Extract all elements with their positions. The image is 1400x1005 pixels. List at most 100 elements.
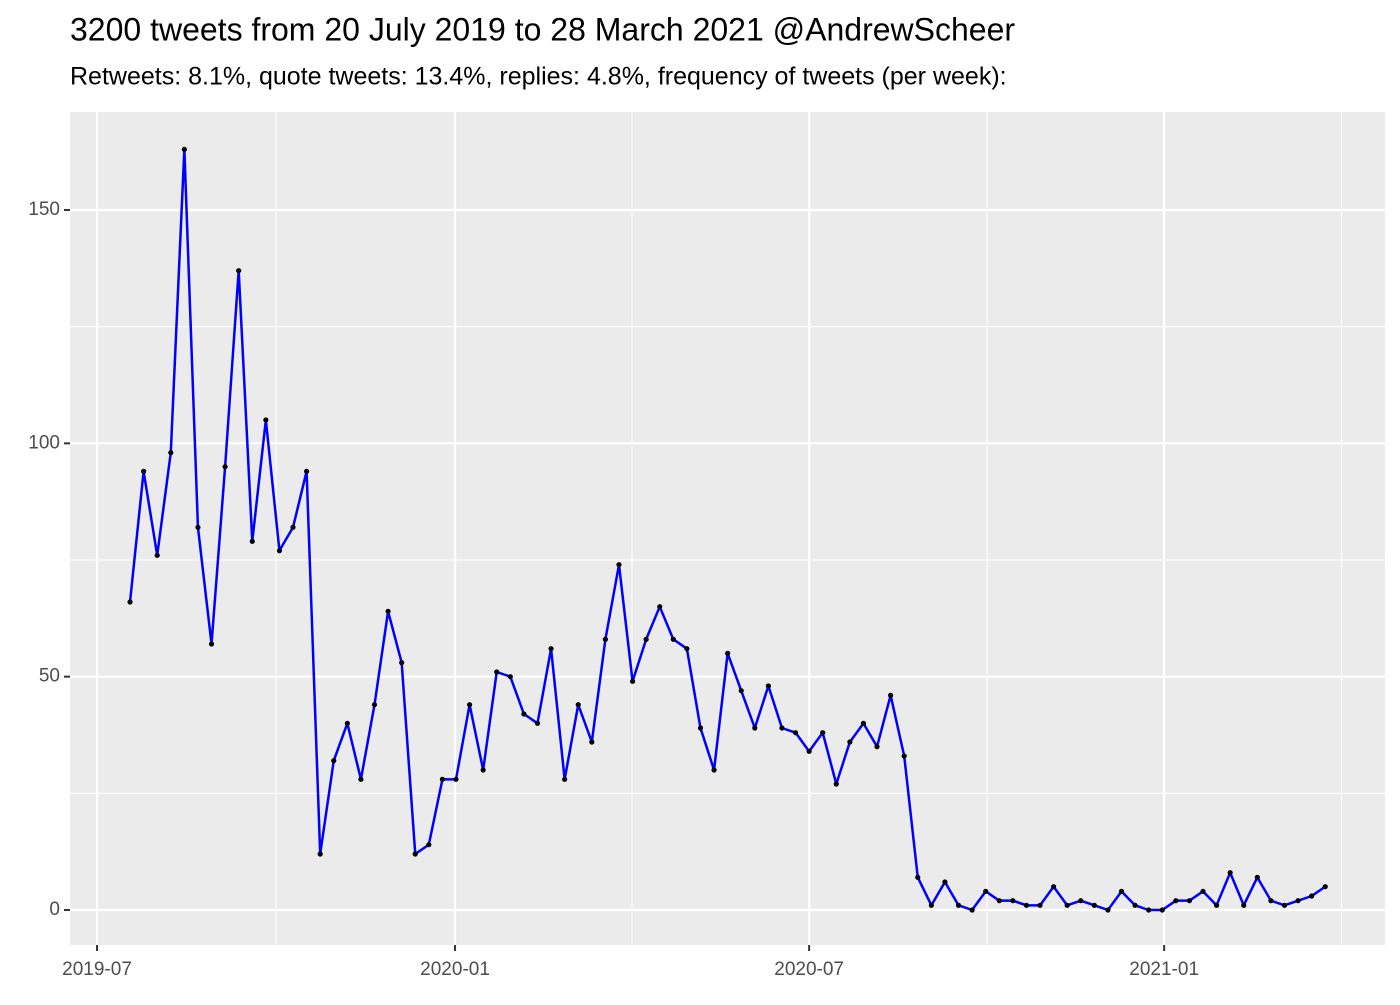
data-point bbox=[833, 781, 839, 787]
data-point bbox=[249, 538, 255, 544]
data-point bbox=[303, 468, 310, 474]
data-point bbox=[1037, 902, 1043, 908]
data-point bbox=[928, 902, 934, 908]
data-point bbox=[1091, 902, 1097, 908]
data-point bbox=[725, 650, 731, 656]
x-tick-label: 2020-01 bbox=[420, 959, 490, 980]
data-point bbox=[1010, 898, 1016, 904]
data-point bbox=[1159, 907, 1165, 913]
data-point bbox=[915, 874, 921, 880]
data-point bbox=[752, 725, 758, 731]
data-point bbox=[1322, 884, 1328, 890]
data-point bbox=[181, 146, 187, 152]
data-point bbox=[466, 702, 473, 708]
data-point bbox=[1295, 898, 1301, 904]
data-point bbox=[1309, 893, 1315, 899]
data-point bbox=[290, 524, 296, 530]
data-point bbox=[1268, 898, 1274, 904]
data-point bbox=[969, 907, 975, 913]
data-point bbox=[589, 739, 595, 745]
data-point bbox=[399, 660, 405, 666]
data-point bbox=[1254, 874, 1260, 880]
data-point bbox=[684, 646, 690, 652]
data-point bbox=[738, 688, 744, 694]
data-point bbox=[1118, 888, 1125, 894]
data-point bbox=[847, 739, 853, 745]
data-point bbox=[657, 604, 663, 610]
data-point bbox=[127, 599, 133, 605]
data-point bbox=[1281, 902, 1288, 908]
data-point bbox=[711, 767, 717, 773]
x-tick-label: 2020-07 bbox=[774, 959, 844, 980]
data-point bbox=[901, 753, 907, 759]
panel bbox=[70, 112, 1385, 945]
data-point bbox=[779, 725, 785, 731]
data-point bbox=[494, 669, 500, 675]
data-point bbox=[548, 646, 554, 652]
data-point bbox=[1132, 902, 1138, 908]
data-point bbox=[888, 692, 894, 698]
data-point bbox=[1241, 902, 1247, 908]
y-tick-label: 50 bbox=[39, 666, 60, 687]
data-point bbox=[1051, 884, 1057, 890]
data-point bbox=[820, 730, 826, 736]
data-point bbox=[371, 702, 378, 708]
data-point bbox=[629, 678, 636, 684]
data-point bbox=[195, 524, 201, 530]
data-point bbox=[276, 548, 283, 554]
y-tick-label: 150 bbox=[28, 199, 60, 220]
data-point bbox=[439, 776, 446, 782]
data-point bbox=[358, 776, 364, 782]
data-point bbox=[1064, 902, 1070, 908]
data-point bbox=[168, 450, 174, 456]
data-point bbox=[616, 562, 622, 568]
data-point bbox=[670, 636, 676, 642]
x-tick-label: 2019-07 bbox=[62, 959, 132, 980]
data-point bbox=[1227, 870, 1233, 876]
data-point bbox=[1078, 898, 1084, 904]
data-point bbox=[983, 888, 989, 894]
data-point bbox=[208, 641, 215, 647]
data-point bbox=[344, 720, 350, 726]
data-point bbox=[480, 767, 486, 773]
data-point bbox=[1146, 907, 1152, 913]
data-point bbox=[765, 683, 771, 689]
data-point bbox=[236, 268, 242, 274]
data-point bbox=[1173, 898, 1179, 904]
data-point bbox=[1023, 902, 1030, 908]
chart-subtitle: Retweets: 8.1%, quote tweets: 13.4%, rep… bbox=[70, 63, 1007, 91]
data-point bbox=[426, 842, 432, 848]
data-point bbox=[806, 748, 812, 754]
data-point bbox=[1200, 888, 1206, 894]
y-tick-label: 100 bbox=[28, 432, 60, 453]
data-point bbox=[1105, 907, 1111, 913]
data-point bbox=[1186, 898, 1193, 904]
data-point bbox=[317, 851, 323, 857]
data-point bbox=[263, 417, 269, 423]
x-tick-label: 2021-01 bbox=[1129, 959, 1199, 980]
data-point bbox=[412, 851, 418, 857]
data-point bbox=[1213, 902, 1220, 908]
data-point bbox=[643, 636, 649, 642]
data-point bbox=[141, 468, 147, 474]
y-tick-label: 0 bbox=[49, 899, 60, 920]
data-point bbox=[562, 776, 568, 782]
chart-title: 3200 tweets from 20 July 2019 to 28 Marc… bbox=[70, 11, 1015, 47]
data-point bbox=[996, 898, 1002, 904]
data-point bbox=[955, 902, 962, 908]
data-point bbox=[575, 702, 581, 708]
data-point bbox=[507, 674, 513, 680]
data-point bbox=[860, 720, 867, 726]
data-point bbox=[331, 758, 337, 764]
data-point bbox=[154, 552, 160, 558]
data-point bbox=[453, 776, 459, 782]
data-point bbox=[602, 636, 608, 642]
data-point bbox=[697, 725, 704, 731]
data-point bbox=[222, 464, 228, 470]
data-point bbox=[942, 879, 948, 885]
data-point bbox=[385, 608, 391, 614]
data-point bbox=[534, 720, 541, 726]
data-point bbox=[874, 744, 880, 750]
